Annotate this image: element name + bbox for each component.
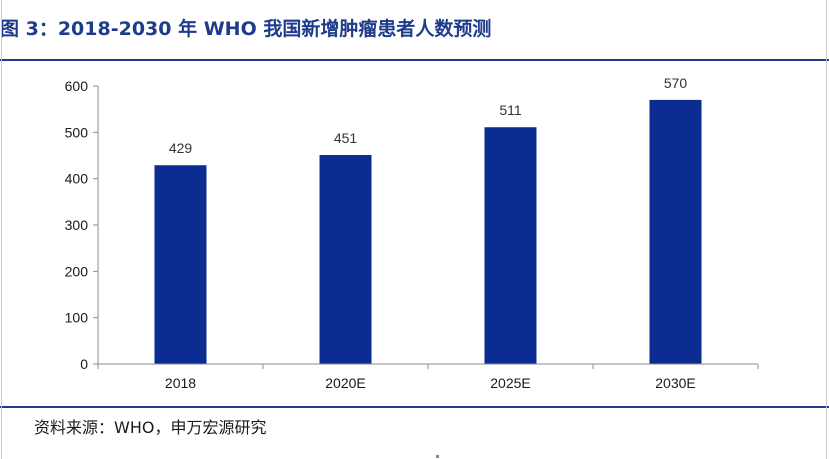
y-tick-label: 500 xyxy=(65,124,89,140)
title-divider xyxy=(0,59,829,61)
y-tick-label: 400 xyxy=(65,171,89,187)
data-label-2030E: 570 xyxy=(664,75,688,91)
left-edge-line xyxy=(1,0,2,459)
x-tick-label: 2020E xyxy=(325,375,365,391)
y-tick-label: 600 xyxy=(65,78,89,94)
bar-2025E xyxy=(484,127,537,364)
chart-title: 图 3：2018-2030 年 WHO 我国新增肿瘤患者人数预测 xyxy=(0,18,492,40)
x-axis: 2018 2020E 2025E 2030E xyxy=(97,363,759,391)
data-label-2020E: 451 xyxy=(334,130,358,146)
y-axis: 0 100 200 300 400 500 600 xyxy=(65,78,99,372)
data-label-2018: 429 xyxy=(169,140,193,156)
x-tick-label: 2025E xyxy=(490,375,530,391)
bar-2030E xyxy=(649,99,702,365)
bar-2018 xyxy=(154,165,207,364)
data-labels: 429 451 511 570 xyxy=(169,75,688,156)
right-edge-line xyxy=(826,0,827,459)
bar-2020E xyxy=(319,155,372,364)
bottom-mark xyxy=(436,455,439,458)
x-tick-label: 2030E xyxy=(655,375,695,391)
y-tick-label: 0 xyxy=(80,356,88,372)
bar-chart: 0 100 200 300 400 500 600 429 451 511 570 2018 202… xyxy=(65,75,759,391)
bar-series xyxy=(154,99,702,365)
y-tick-label: 100 xyxy=(65,310,89,326)
y-tick-label: 300 xyxy=(65,217,89,233)
source-divider xyxy=(0,406,829,408)
x-tick-label: 2018 xyxy=(165,375,196,391)
y-tick-label: 200 xyxy=(65,263,89,279)
source-note: 资料来源：WHO，申万宏源研究 xyxy=(34,418,267,437)
data-label-2025E: 511 xyxy=(499,102,522,118)
